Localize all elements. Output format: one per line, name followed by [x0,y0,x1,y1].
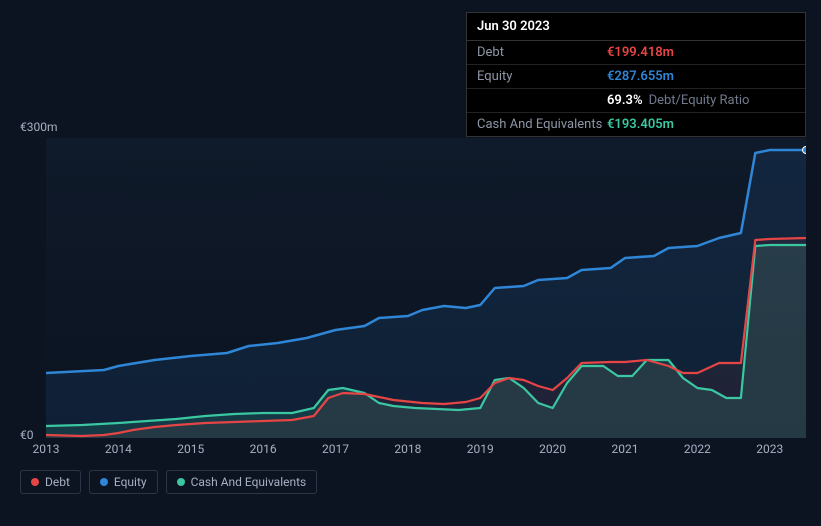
x-axis: 2013201420152016201720182019202020212022… [46,442,806,462]
x-tick-label: 2022 [684,442,711,456]
tooltip-label [477,93,607,108]
legend-item-cash[interactable]: Cash And Equivalents [166,470,318,494]
x-tick-label: 2014 [105,442,132,456]
tooltip-row-debt: Debt €199.418m [467,41,805,65]
legend-item-equity[interactable]: Equity [89,470,158,494]
x-tick-label: 2013 [33,442,60,456]
legend: Debt Equity Cash And Equivalents [20,470,317,494]
tooltip-value: €287.655m [607,69,674,84]
y-axis-min-label: €0 [20,428,34,442]
tooltip-value: 69.3%Debt/Equity Ratio [607,93,749,108]
tooltip-label: Debt [477,45,607,60]
legend-label: Equity [114,475,147,489]
hover-tooltip: Jun 30 2023 Debt €199.418m Equity €287.6… [466,12,806,137]
x-tick-label: 2016 [250,442,277,456]
y-axis-max-label: €300m [20,120,58,134]
chart-area: €300m €0 2013 2014 2015 2016 2017 2018 2019 202… [20,120,810,500]
x-tick-label: 2019 [467,442,494,456]
dot-icon [100,478,108,486]
tooltip-label: Equity [477,69,607,84]
x-tick-label: 2018 [394,442,421,456]
x-tick-label: 2017 [322,442,349,456]
legend-label: Cash And Equivalents [191,475,307,489]
chart-container: Jun 30 2023 Debt €199.418m Equity €287.6… [0,0,821,526]
tooltip-row-ratio: 69.3%Debt/Equity Ratio [467,89,805,113]
plot-svg[interactable] [46,138,806,438]
legend-label: Debt [45,475,70,489]
dot-icon [177,478,185,486]
legend-item-debt[interactable]: Debt [20,470,81,494]
dot-icon [31,478,39,486]
x-tick-label: 2021 [612,442,639,456]
tooltip-value: €199.418m [607,45,674,60]
tooltip-date: Jun 30 2023 [467,13,805,41]
x-tick-label: 2020 [539,442,566,456]
x-tick-label: 2023 [756,442,783,456]
tooltip-row-equity: Equity €287.655m [467,65,805,89]
x-tick-label: 2015 [177,442,204,456]
